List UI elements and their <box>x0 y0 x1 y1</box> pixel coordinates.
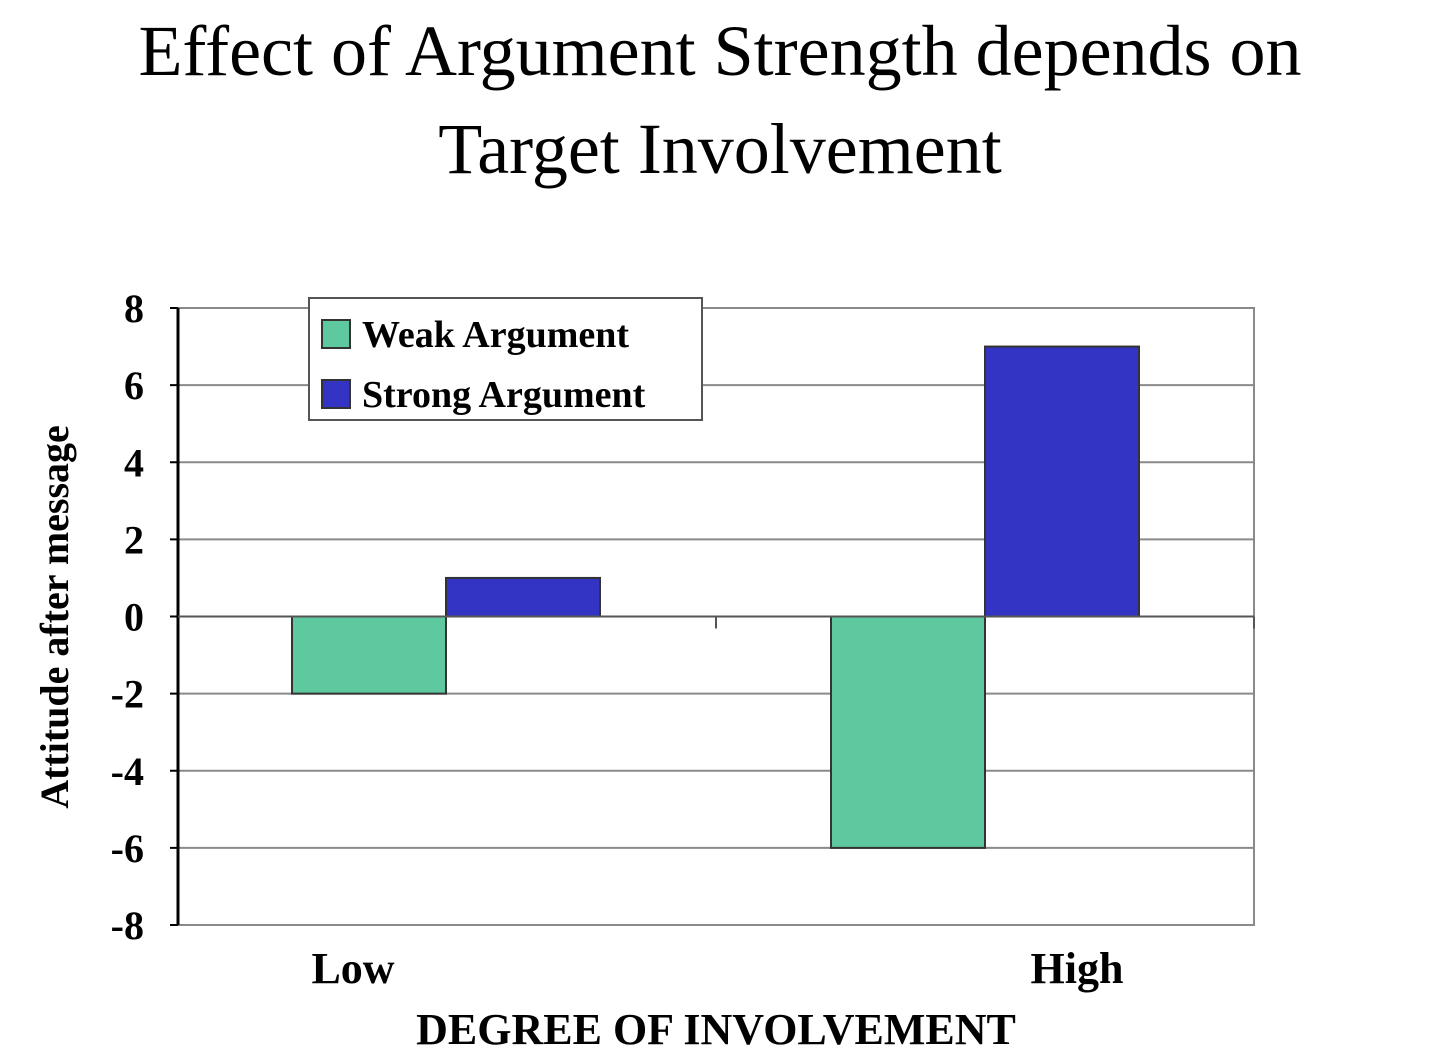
y-tick-label: 2 <box>124 517 144 562</box>
chart-title: Effect of Argument Strength depends on T… <box>0 2 1440 198</box>
x-category-label: High <box>1031 944 1124 993</box>
bar-weak-argument-low <box>291 615 447 695</box>
x-axis-title: DEGREE OF INVOLVEMENT <box>416 1005 1016 1051</box>
legend: Weak Argument Strong Argument <box>308 297 703 421</box>
legend-label: Strong Argument <box>362 374 646 416</box>
legend-box <box>308 297 703 421</box>
legend-swatch <box>321 379 351 409</box>
y-tick-label: -4 <box>111 749 144 794</box>
labels: 8 6 4 2 0 -2 -4 -6 -8 Low High DEGREE OF INVOLVEMEN… <box>32 286 1123 1051</box>
y-tick-label: -6 <box>111 826 144 871</box>
y-tick-label: -2 <box>111 672 144 717</box>
bars <box>291 345 1140 849</box>
y-tick-label: 8 <box>124 286 144 331</box>
bar-strong-argument-high <box>984 345 1140 618</box>
x-category-label: Low <box>311 944 394 993</box>
legend-swatch <box>321 319 351 349</box>
axes <box>170 307 1255 926</box>
bar-weak-argument-high <box>830 615 986 849</box>
y-tick-label: 4 <box>124 440 144 485</box>
y-tick-label: 6 <box>124 363 144 408</box>
legend-label: Weak Argument <box>362 314 629 356</box>
bar-strong-argument-low <box>445 576 601 618</box>
y-axis-title: Attitude after message <box>32 425 77 809</box>
chart-title-line-2: Target Involvement <box>438 109 1002 189</box>
y-tick-label: -8 <box>111 903 144 948</box>
y-tick-label: 0 <box>124 595 144 640</box>
chart-title-line-1: Effect of Argument Strength depends on <box>138 11 1302 91</box>
